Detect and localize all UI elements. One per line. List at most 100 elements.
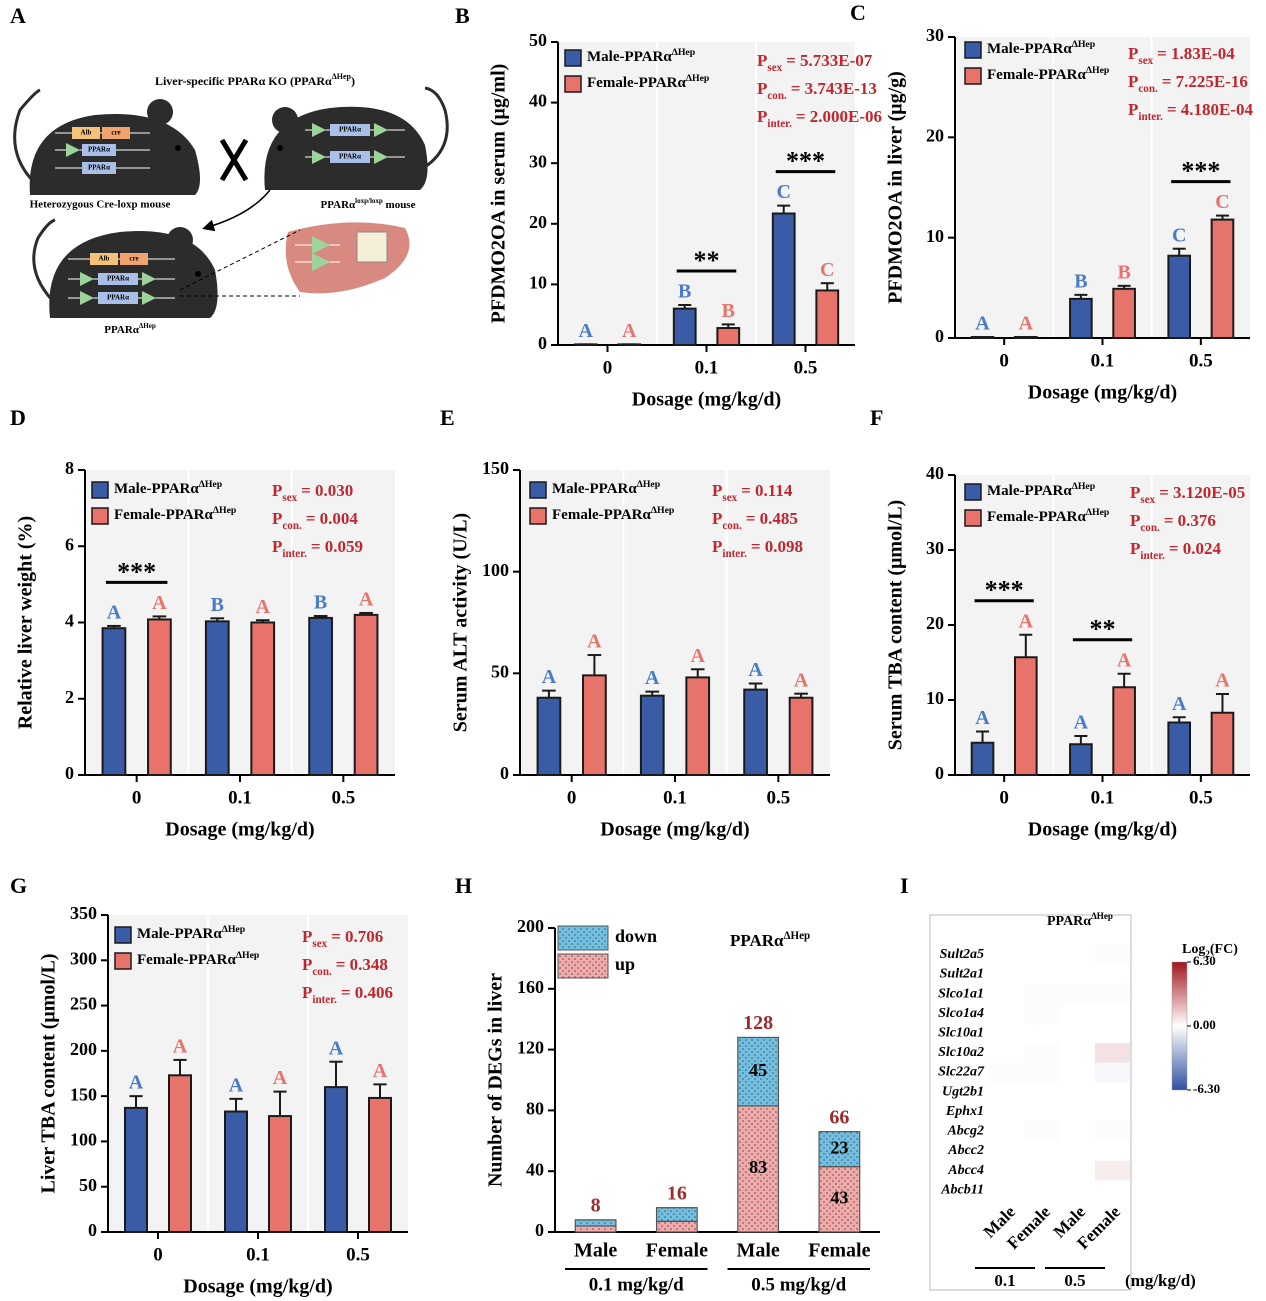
y-tick-label: 10 <box>529 273 547 293</box>
text: inter. <box>722 548 747 560</box>
legend-label: up <box>615 954 635 974</box>
legend-swatch <box>964 41 982 59</box>
row-label: Abcc2 <box>947 1143 984 1158</box>
x-tick-label: Female <box>808 1240 870 1262</box>
text: Liver-specific PPARα KO (PPARα <box>155 74 332 88</box>
bar <box>1069 743 1093 776</box>
p-value: Psex = 0.030 <box>272 481 353 504</box>
significance-letter: A <box>329 1037 344 1059</box>
gene-label: PPARα <box>88 146 110 154</box>
bar-segment <box>737 1105 780 1233</box>
text: P <box>302 955 312 974</box>
total-label: 66 <box>829 1106 849 1128</box>
significance-letter: C <box>1215 191 1229 213</box>
bar <box>324 1086 348 1233</box>
text: con. <box>767 90 787 102</box>
y-tick-label: 30 <box>926 25 944 45</box>
p-value: Pinter. = 0.024 <box>1130 539 1222 562</box>
gene-label: PPARα <box>107 275 129 283</box>
bar-segment <box>737 1036 780 1107</box>
significance-letter: A <box>1117 649 1132 671</box>
bar-segment <box>574 1225 617 1233</box>
gene-box <box>82 144 116 156</box>
panel-label: G <box>10 873 27 898</box>
text: inter. <box>1138 111 1163 123</box>
text: = 0.348 <box>336 955 388 974</box>
heatmap-cell <box>1060 964 1095 985</box>
heatmap-cell <box>1025 1141 1060 1161</box>
text: Female-PPARα <box>987 509 1087 525</box>
heatmap-title: PPARαΔHep <box>1047 911 1113 929</box>
heatmap-cell <box>1025 1101 1060 1122</box>
heatmap-cell <box>1060 1023 1095 1044</box>
x-tick-label: 0.5 <box>331 787 355 808</box>
heatmap-cell <box>990 1121 1025 1142</box>
row-label: Abcb11 <box>940 1182 984 1197</box>
y-axis-label: Liver TBA content (μmol/L) <box>38 953 60 1193</box>
text: PPARα <box>1047 914 1091 929</box>
text: ΔHep <box>637 479 661 490</box>
x-axis-label: Dosage (mg/kg/d) <box>165 819 314 841</box>
loxp-arrow <box>374 150 388 164</box>
p-value: Pcon. = 0.004 <box>272 509 358 532</box>
panel-label: A <box>10 3 26 28</box>
legend-label: Female-PPARαΔHep <box>114 505 237 524</box>
row-label: Slco1a4 <box>938 1006 984 1021</box>
colorbar-tick-label: -6.30 <box>1193 1081 1220 1096</box>
diagram: A Liver-specific PPARα KO (PPARαΔHep) Al… <box>10 3 449 336</box>
colorbar-tick-label: 6.30 <box>1193 953 1216 968</box>
text: Female-PPARα <box>137 952 237 968</box>
text: ΔHep <box>1091 911 1113 921</box>
heatmap-cell <box>1025 1160 1060 1181</box>
heatmap-cell <box>1025 1043 1060 1063</box>
heatmap-cell <box>1060 1062 1095 1083</box>
heatmap-cell <box>1095 945 1130 965</box>
bar <box>250 621 276 776</box>
loxp-arrow <box>80 291 94 305</box>
loxp-arrow <box>142 272 156 286</box>
heatmap-cell <box>990 1101 1025 1122</box>
y-tick-label: 40 <box>529 91 547 111</box>
significance-letter: A <box>794 669 809 691</box>
legend-swatch <box>564 49 582 67</box>
panel-label: E <box>440 405 455 430</box>
p-value: Pinter. = 4.180E-04 <box>1128 100 1254 123</box>
y-tick-label: 100 <box>482 560 509 580</box>
y-tick-label: 0 <box>935 763 944 783</box>
annotation: PPARαΔHep <box>730 930 810 950</box>
legend-swatch <box>564 75 582 93</box>
text: = 1.83E-04 <box>1157 44 1235 63</box>
heatmap-cell <box>1060 1003 1095 1024</box>
heatmap-cell <box>1025 964 1060 985</box>
legend-swatch <box>114 952 132 970</box>
plot-background <box>558 42 855 345</box>
bar <box>1112 686 1136 776</box>
text: = 0.004 <box>306 509 359 528</box>
y-tick-label: 200 <box>517 916 544 936</box>
bar <box>308 616 333 776</box>
bar <box>1112 287 1136 340</box>
legend-swatch <box>964 509 982 527</box>
mouse-tail <box>32 218 56 302</box>
significance-letter: A <box>107 602 122 624</box>
text: ΔHep <box>651 505 675 516</box>
x-tick-label: 0 <box>999 787 1009 808</box>
text: sex <box>767 62 782 74</box>
y-tick-label: 0 <box>88 1220 97 1240</box>
significance-letter: A <box>1074 712 1089 734</box>
text: con. <box>282 520 302 532</box>
cross <box>219 138 249 182</box>
heatmap-cell <box>1060 1180 1095 1200</box>
y-tick-label: 10 <box>926 688 944 708</box>
x-tick-label: 0.5 <box>766 787 790 808</box>
significance-letter: B <box>1117 261 1130 283</box>
legend-swatch <box>557 925 609 951</box>
heatmap-cell <box>1095 1003 1130 1024</box>
y-tick-label: 150 <box>482 458 509 478</box>
text: ΔHep <box>213 505 237 516</box>
text: Male-PPARα <box>552 481 637 497</box>
text: con. <box>312 966 332 978</box>
row-label: Abcg2 <box>946 1124 984 1139</box>
